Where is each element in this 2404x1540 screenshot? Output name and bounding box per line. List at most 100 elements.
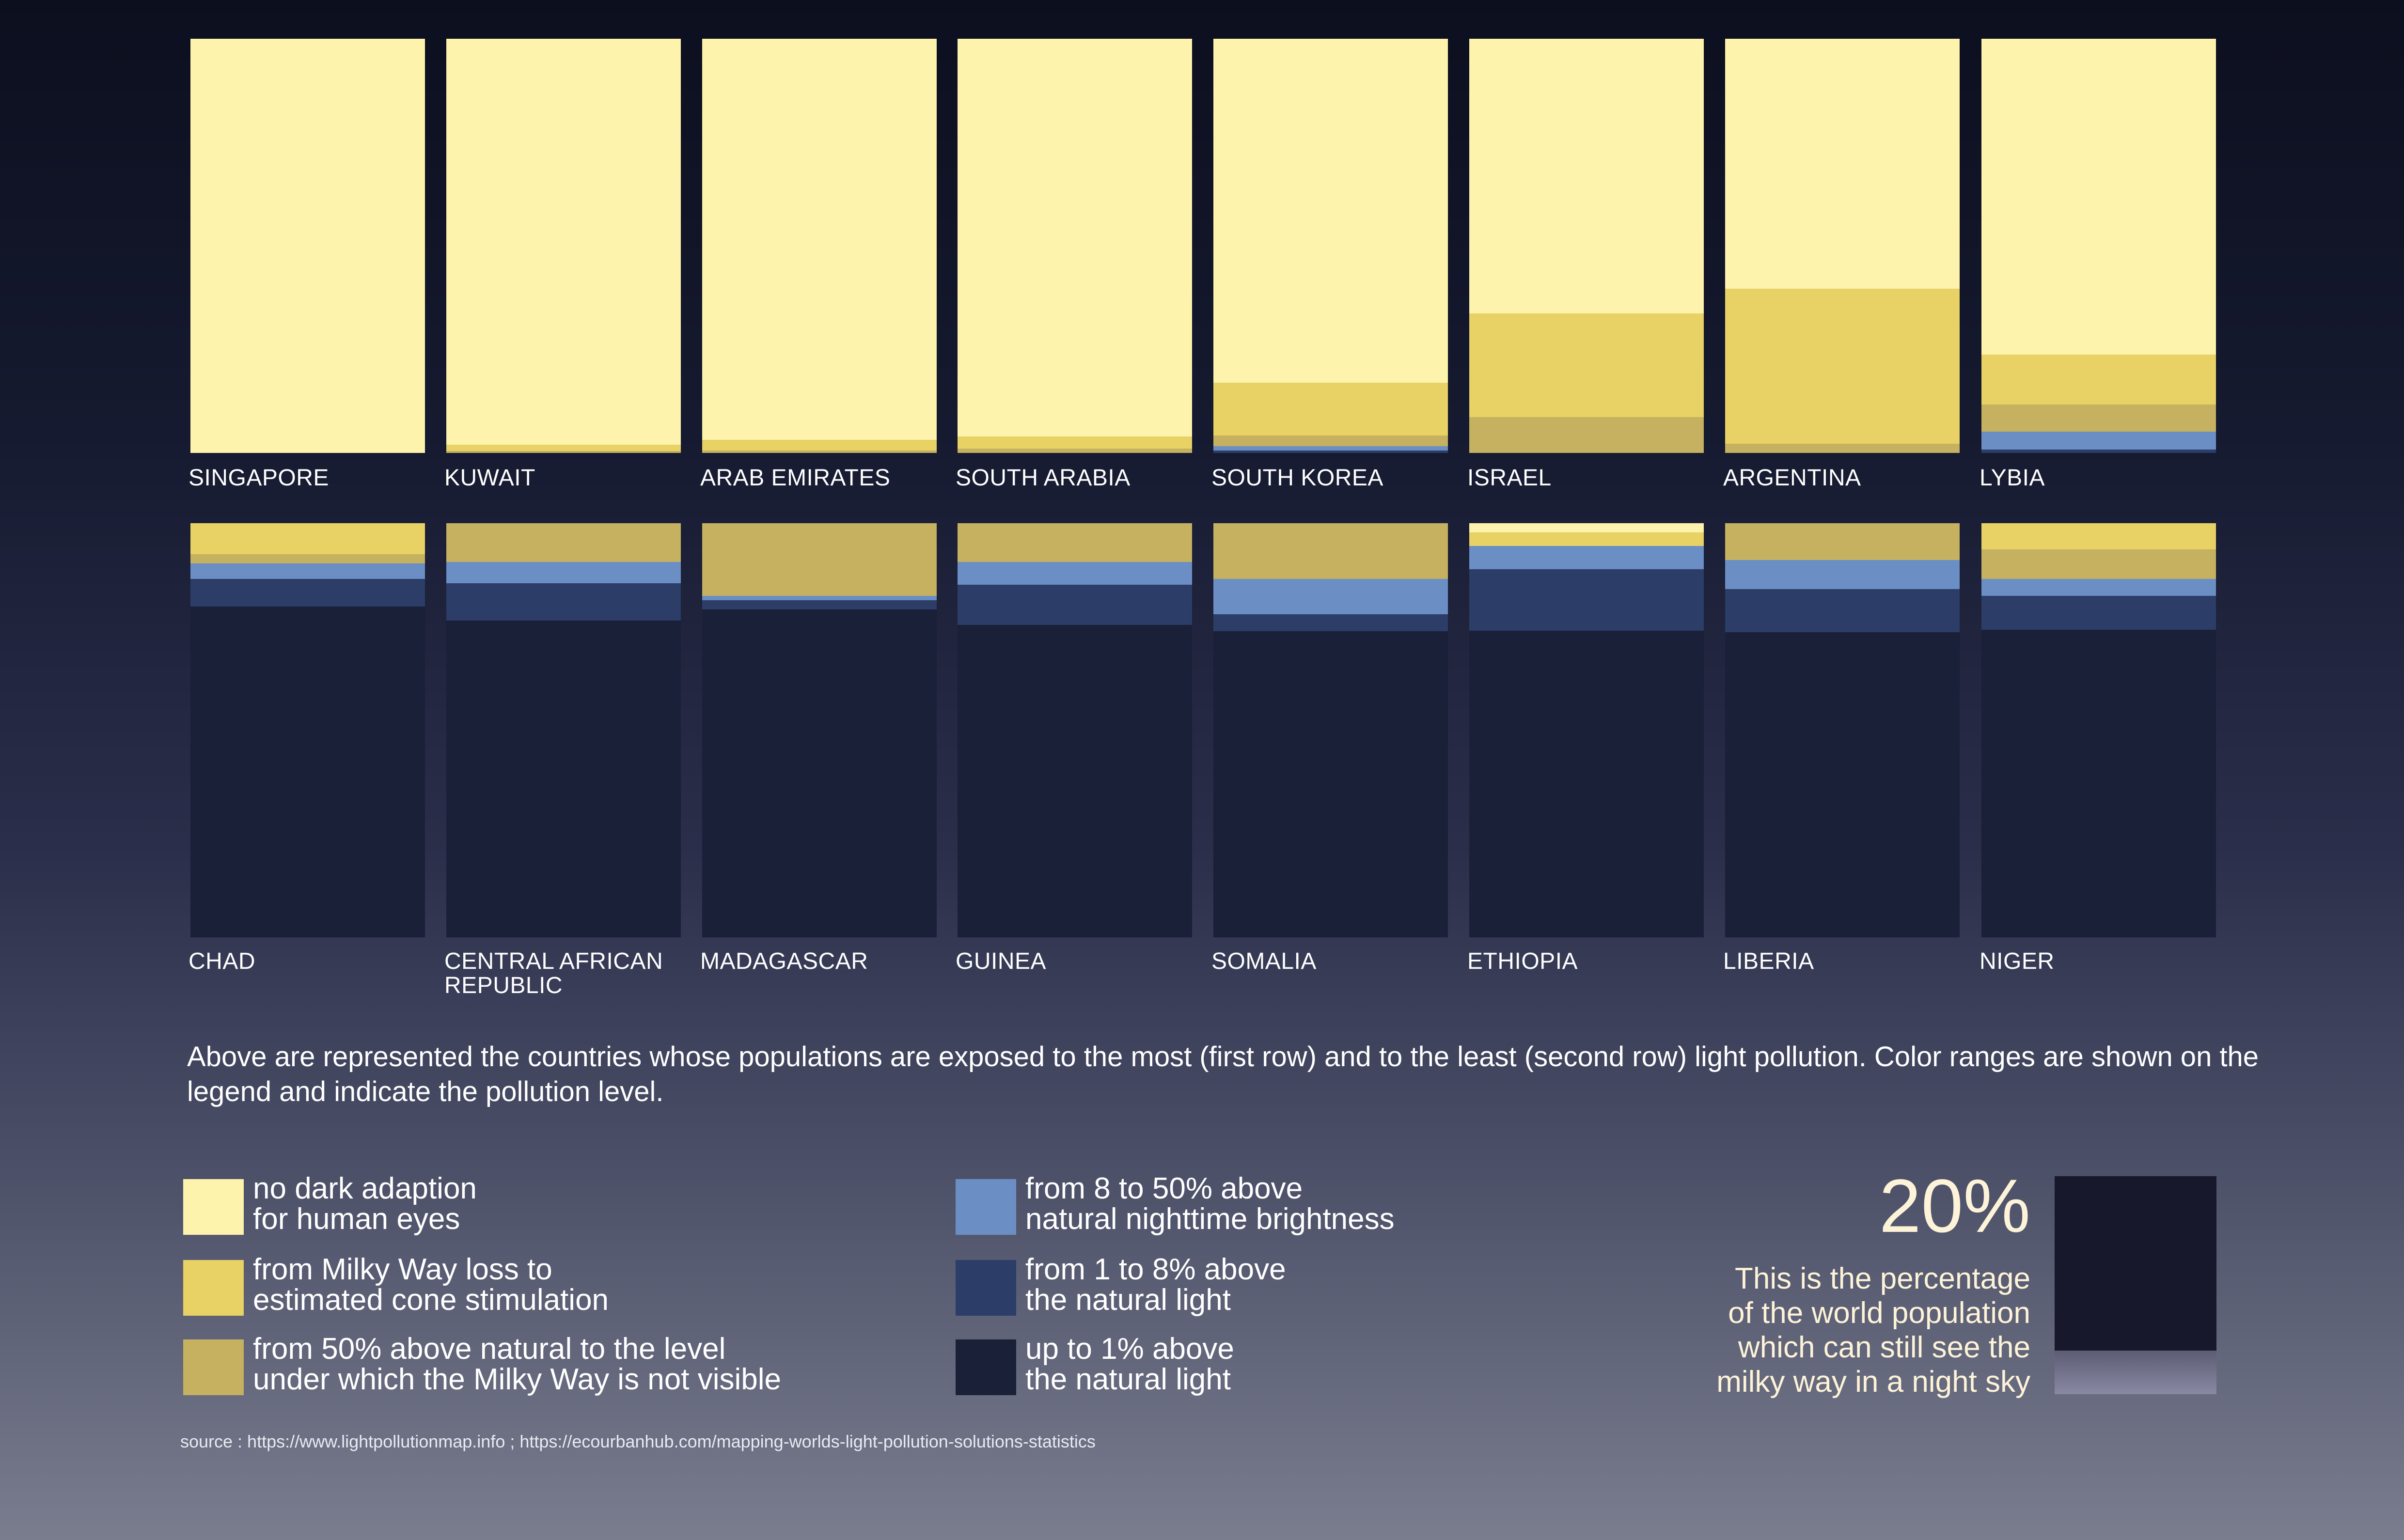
bar-segment-above_natural_50: [446, 523, 681, 562]
bar-segment-no_dark_adaption: [1469, 39, 1704, 313]
stacked-bar: [702, 39, 937, 453]
bar-segment-milky_way_loss: [446, 444, 681, 451]
bar-segment-above_natural_50: [190, 554, 425, 563]
bar-segment-above_8_50: [1469, 546, 1704, 569]
bar-segment-above_natural_50: [702, 523, 937, 596]
legend-label: from 1 to 8% above the natural light: [1025, 1253, 1286, 1317]
legend-label: from 8 to 50% above natural nighttime br…: [1025, 1172, 1395, 1236]
country-label: SOUTH ARABIA: [956, 465, 1131, 491]
bar-segment-above_8_50: [958, 561, 1192, 585]
country-label: ISRAEL: [1467, 465, 1552, 491]
stat-number: 20%: [1879, 1164, 2030, 1248]
stacked-bar: [1981, 523, 2216, 937]
bar-segment-above_1_8: [1213, 614, 1448, 632]
bar-segment-above_natural_50: [1725, 523, 1960, 560]
stacked-bar: [190, 523, 425, 937]
bar-segment-up_to_1: [1725, 632, 1960, 937]
country-label: SOUTH KOREA: [1211, 465, 1383, 491]
country-label: KUWAIT: [444, 465, 535, 491]
legend-label: from Milky Way loss to estimated cone st…: [253, 1253, 609, 1317]
bar-segment-above_1_8: [1981, 595, 2216, 630]
country-label: LIBERIA: [1723, 949, 1814, 974]
bar-segment-above_8_50: [190, 563, 425, 579]
stat-text: This is the percentage of the world popu…: [1716, 1262, 2030, 1399]
legend-swatch: [183, 1179, 244, 1235]
bar-segment-above_natural_50: [1469, 417, 1704, 453]
legend-swatch: [183, 1260, 244, 1316]
stat-bar: [2055, 1176, 2216, 1394]
stacked-bar: [1213, 39, 1448, 453]
bar-segment-above_8_50: [1725, 560, 1960, 589]
legend-label: up to 1% above the natural light: [1025, 1332, 1234, 1396]
legend-label: from 50% above natural to the level unde…: [253, 1332, 781, 1396]
bar-segment-up_to_1: [1469, 631, 1704, 937]
bar-segment-above_8_50: [1213, 578, 1448, 615]
bar-segment-above_8_50: [702, 595, 937, 601]
stacked-bar: [1213, 523, 1448, 937]
stacked-bar: [958, 39, 1192, 453]
bar-segment-above_1_8: [958, 585, 1192, 625]
bar-segment-above_natural_50: [1981, 549, 2216, 579]
stacked-bar: [1725, 39, 1960, 453]
bar-segment-up_to_1: [1981, 629, 2216, 937]
bar-segment-up_to_1: [1213, 631, 1448, 937]
bar-segment-no_dark_adaption: [1981, 39, 2216, 355]
bar-segment-milky_way_loss: [702, 439, 937, 451]
bar-segment-up_to_1: [190, 606, 425, 937]
bar-segment-no_dark_adaption: [958, 39, 1192, 436]
stacked-bar: [190, 39, 425, 453]
source-note: source : https://www.lightpollutionmap.i…: [180, 1431, 1096, 1451]
stat-bar-light-part: [2055, 1351, 2216, 1394]
bar-segment-no_dark_adaption: [1725, 39, 1960, 289]
legend-swatch: [956, 1260, 1016, 1316]
bar-segment-milky_way_loss: [958, 436, 1192, 449]
bar-segment-milky_way_loss: [1981, 523, 2216, 549]
bar-segment-up_to_1: [702, 609, 937, 937]
legend-swatch: [183, 1339, 244, 1395]
bar-segment-above_1_8: [190, 578, 425, 607]
stacked-bar: [446, 523, 681, 937]
bar-segment-no_dark_adaption: [1213, 39, 1448, 383]
bar-segment-milky_way_loss: [1469, 313, 1704, 417]
stacked-bar: [958, 523, 1192, 937]
bar-segment-above_natural_50: [1981, 404, 2216, 432]
bar-segment-above_8_50: [1981, 431, 2216, 450]
country-label: GUINEA: [956, 949, 1047, 974]
bar-segment-milky_way_loss: [1469, 532, 1704, 546]
country-label: ARGENTINA: [1723, 465, 1861, 491]
bar-segment-above_1_8: [1981, 450, 2216, 453]
bar-segment-above_1_8: [1213, 450, 1448, 453]
stacked-bar: [702, 523, 937, 937]
bar-segment-milky_way_loss: [1725, 289, 1960, 444]
stacked-bar: [1725, 523, 1960, 937]
bar-segment-milky_way_loss: [1981, 355, 2216, 404]
bar-segment-above_1_8: [446, 583, 681, 621]
bar-segment-above_natural_50: [702, 450, 937, 453]
bar-segment-above_natural_50: [1213, 436, 1448, 447]
legend-swatch: [956, 1179, 1016, 1235]
country-label: NIGER: [1980, 949, 2055, 974]
bar-segment-no_dark_adaption: [446, 39, 681, 445]
bar-segment-above_8_50: [446, 561, 681, 583]
bar-segment-no_dark_adaption: [1469, 523, 1704, 532]
bar-segment-milky_way_loss: [1213, 382, 1448, 436]
country-label: CENTRAL AFRICAN REPUBLIC: [444, 949, 663, 998]
bar-segment-above_natural_50: [446, 451, 681, 453]
country-label: ARAB EMIRATES: [700, 465, 891, 491]
country-label: MADAGASCAR: [700, 949, 868, 974]
bar-segment-above_8_50: [1213, 446, 1448, 451]
bar-segment-above_natural_50: [1213, 523, 1448, 579]
country-label: CHAD: [189, 949, 256, 974]
chart-description: Above are represented the countries whos…: [187, 1041, 2259, 1107]
bar-segment-above_8_50: [1981, 578, 2216, 596]
bar-segment-milky_way_loss: [190, 523, 425, 555]
stacked-bar: [446, 39, 681, 453]
country-label: ETHIOPIA: [1467, 949, 1578, 974]
stacked-bar: [1469, 39, 1704, 453]
country-label: LYBIA: [1980, 465, 2045, 491]
bar-segment-above_1_8: [1725, 589, 1960, 632]
bar-segment-no_dark_adaption: [190, 39, 425, 453]
bar-segment-above_natural_50: [958, 449, 1192, 453]
bar-segment-up_to_1: [446, 620, 681, 937]
